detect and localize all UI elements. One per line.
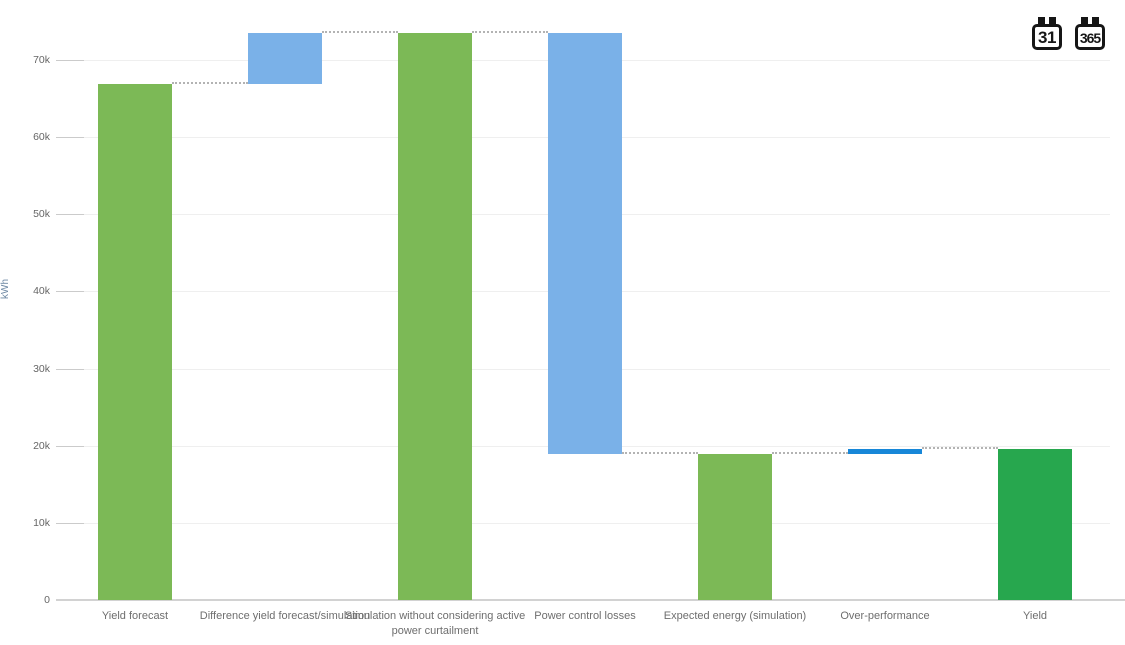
y-tick-label: 70k (33, 54, 50, 66)
calendar-365-icon: 365 (1079, 29, 1101, 46)
x-category-label: Yield (1022, 610, 1048, 622)
waterfall-connector (922, 447, 998, 449)
y-tick-label: 30k (33, 363, 50, 375)
x-category-label: Over-performance (840, 610, 930, 622)
calendar-ring-icon (1038, 17, 1045, 26)
bar-difference-yield-forecast-simulation[interactable] (248, 33, 322, 84)
y-axis-tick (56, 137, 84, 138)
view-toggle-group: 31 365 (1032, 17, 1105, 50)
x-axis-line (56, 599, 1125, 601)
y-axis-tick (56, 523, 84, 524)
y-axis-tick (56, 60, 84, 61)
x-category-label: Simulation without considering active po… (344, 610, 526, 638)
bar-yield-forecast[interactable] (98, 84, 172, 600)
y-tick-label: 10k (33, 517, 50, 529)
x-category-label: Difference yield forecast/simulation (199, 610, 371, 622)
waterfall-connector (472, 31, 548, 33)
bar-simulation-without-considering-active-power-curtailment[interactable] (398, 33, 472, 600)
waterfall-connector (622, 452, 698, 454)
y-tick-label: 20k (33, 440, 50, 452)
x-category-label: Yield forecast (101, 610, 169, 622)
bar-expected-energy-simulation[interactable] (698, 454, 772, 600)
calendar-ring-icon (1049, 17, 1056, 26)
waterfall-connector (772, 452, 848, 454)
waterfall-connector (322, 31, 398, 33)
y-tick-label: 50k (33, 208, 50, 220)
x-category-label: Power control losses (534, 610, 636, 622)
y-axis-tick (56, 446, 84, 447)
monthly-view-button[interactable]: 31 (1032, 17, 1062, 50)
y-axis-tick (56, 369, 84, 370)
waterfall-connector (172, 82, 248, 84)
x-category-label: Expected energy (simulation) (663, 610, 807, 622)
y-tick-label: 0 (44, 594, 50, 606)
bar-yield[interactable] (998, 449, 1072, 600)
gridline (60, 523, 1110, 524)
bar-over-performance[interactable] (848, 449, 922, 454)
bar-power-control-losses[interactable] (548, 33, 622, 454)
y-tick-label: 40k (33, 285, 50, 297)
y-axis-tick (56, 214, 84, 215)
y-axis-tick (56, 291, 84, 292)
calendar-31-icon: 31 (1038, 28, 1056, 47)
y-tick-label: 60k (33, 131, 50, 143)
yearly-view-button[interactable]: 365 (1075, 17, 1105, 50)
calendar-ring-icon (1081, 17, 1088, 26)
calendar-ring-icon (1092, 17, 1099, 26)
